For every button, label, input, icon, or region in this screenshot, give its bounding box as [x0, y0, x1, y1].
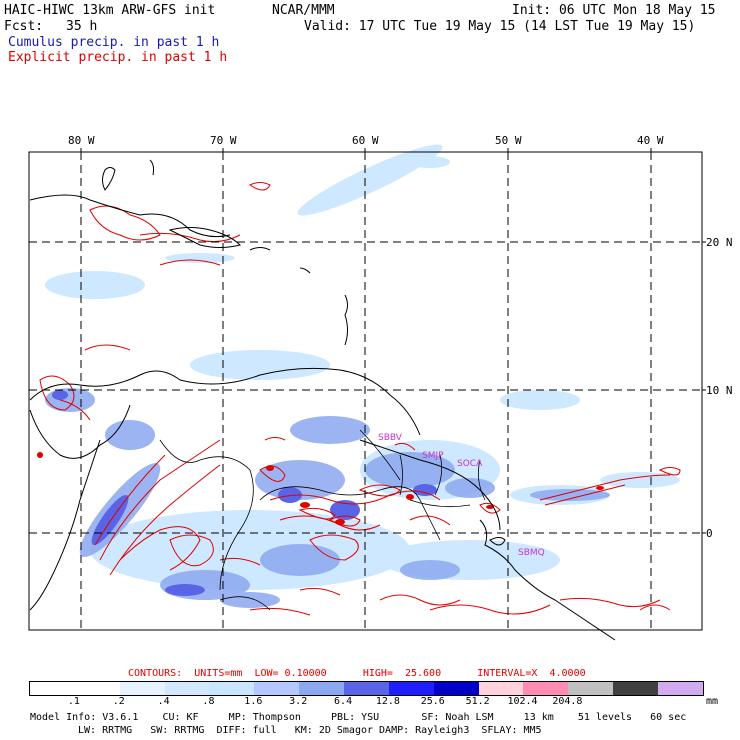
lat-lon-grid — [29, 152, 702, 630]
colorbar-swatch — [164, 682, 210, 695]
valid-time: Valid: 17 UTC Tue 19 May 15 (14 LST Tue … — [304, 19, 696, 34]
colorbar-swatch — [568, 682, 614, 695]
precip-colorbar — [29, 681, 704, 696]
colorbar-swatch — [433, 682, 479, 695]
station-label-3: SBMQ — [518, 548, 545, 558]
model-title: HAIC-HIWC 13km ARW-GFS init — [4, 3, 216, 18]
colorbar-label: 12.8 — [375, 696, 400, 707]
colorbar-swatch — [613, 682, 659, 695]
colorbar-labels: .1 .2 .4 .8 1.6 3.2 6.4 12.8 25.6 51.2 102.4 204.8 — [29, 696, 719, 708]
colorbar-swatch — [119, 682, 165, 695]
contours-info: CONTOURS: UNITS=mm LOW= 0.10000 HIGH= 25… — [128, 668, 586, 679]
station-label-2: SOCA — [457, 459, 483, 469]
colorbar-label: .8 — [202, 696, 215, 707]
colorbar-units: mm — [706, 696, 719, 707]
lon-label-50w: 50 W — [495, 134, 522, 147]
colorbar-label: 3.2 — [289, 696, 308, 707]
colorbar-swatch — [254, 682, 300, 695]
forecast-hour: 35 h — [66, 19, 98, 34]
station-labels: SBBV SMJP SOCA SBMQ — [378, 433, 545, 558]
colorbar-label: 51.2 — [465, 696, 490, 707]
colorbar-label: 25.6 — [420, 696, 445, 707]
init-time: Init: 06 UTC Mon 18 May 15 — [512, 3, 716, 18]
organization: NCAR/MMM — [272, 3, 335, 18]
colorbar-swatch — [658, 682, 703, 695]
map-frame — [28, 148, 706, 631]
explicit-legend: Explicit precip. in past 1 h — [8, 50, 228, 65]
colorbar-swatch — [478, 682, 524, 695]
colorbar-label: .4 — [157, 696, 170, 707]
lat-label-20n: 20 N — [706, 236, 733, 249]
colorbar-label: 6.4 — [334, 696, 353, 707]
colorbar-swatch — [74, 682, 120, 695]
lat-label-0: 0 — [706, 527, 713, 540]
colorbar-label: 204.8 — [552, 696, 583, 707]
explicit-precip-contours — [39, 182, 681, 616]
colorbar-swatch — [388, 682, 434, 695]
colorbar-label: 102.4 — [507, 696, 538, 707]
lat-label-10n: 10 N — [706, 384, 733, 397]
cumulus-precip-shading — [45, 144, 680, 590]
colorbar-swatch — [523, 682, 569, 695]
cumulus-legend: Cumulus precip. in past 1 h — [8, 35, 220, 50]
explicit-precip-heavy — [37, 452, 604, 525]
lon-label-60w: 60 W — [352, 134, 379, 147]
model-info-line1: Model Info: V3.6.1 CU: KF MP: Thompson P… — [30, 712, 687, 723]
lon-label-40w: 40 W — [637, 134, 664, 147]
colorbar-label: .1 — [67, 696, 80, 707]
lon-label-70w: 70 W — [210, 134, 237, 147]
colorbar-swatch — [209, 682, 255, 695]
colorbar-label: 1.6 — [244, 696, 263, 707]
colorbar-swatch — [344, 682, 389, 695]
station-label-1: SMJP — [422, 451, 444, 461]
station-label-0: SBBV — [378, 433, 403, 443]
coastlines — [29, 159, 616, 641]
model-info-line2: LW: RRTMG SW: RRTMG DIFF: full KM: 2D Sm… — [78, 725, 542, 736]
cumulus-precip-heavy — [52, 390, 437, 596]
forecast-label: Fcst: — [4, 19, 44, 34]
colorbar-label: .2 — [112, 696, 125, 707]
colorbar-swatch — [30, 682, 75, 695]
country-borders — [159, 429, 486, 611]
lon-label-80w: 80 W — [68, 134, 95, 147]
colorbar-swatch — [299, 682, 345, 695]
